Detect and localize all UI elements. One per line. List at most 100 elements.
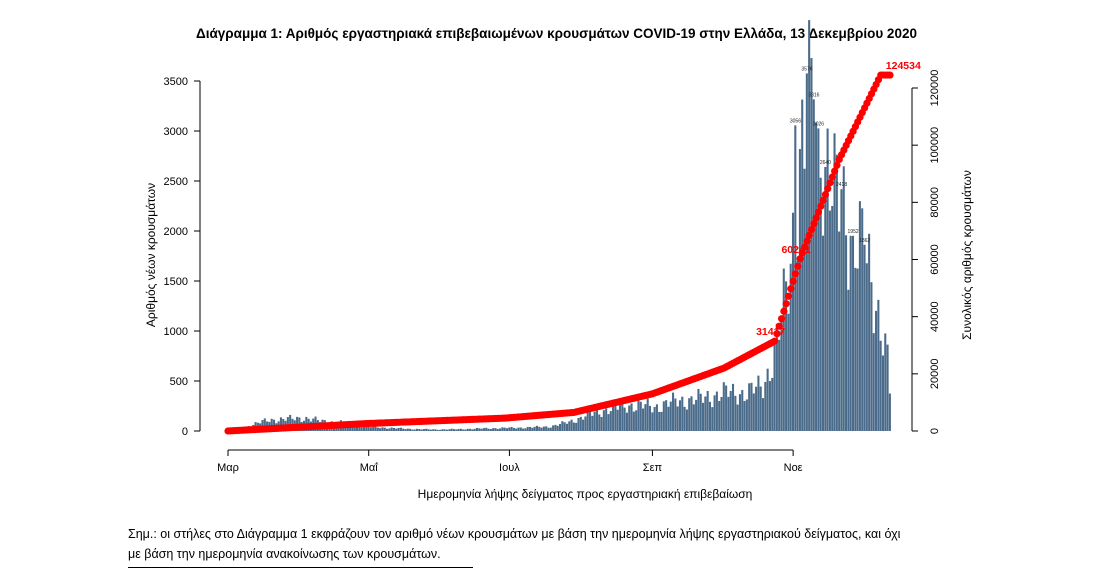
- daily-bar: [399, 427, 402, 431]
- daily-bar: [489, 429, 492, 431]
- daily-bar: [612, 402, 615, 431]
- daily-bar: [632, 411, 635, 431]
- daily-bar: [801, 99, 804, 432]
- daily-bar: [729, 390, 732, 431]
- daily-bar: [713, 395, 716, 431]
- daily-bar: [715, 391, 718, 431]
- daily-bar: [630, 403, 633, 431]
- chart-title: Διάγραμμα 1: Αριθμός εργαστηριακά επιβεβ…: [196, 26, 917, 41]
- daily-bar: [386, 428, 389, 431]
- daily-bar: [598, 414, 601, 431]
- daily-bar: [861, 208, 864, 431]
- daily-bar: [549, 427, 552, 431]
- daily-bar: [261, 420, 264, 431]
- daily-bar: [856, 268, 859, 431]
- daily-bar: [778, 339, 781, 431]
- daily-bar: [395, 428, 398, 431]
- daily-bar: [805, 73, 808, 432]
- x-tick-label: Μαΐ: [360, 462, 379, 474]
- daily-bar: [397, 428, 400, 431]
- daily-bar: [379, 428, 382, 431]
- daily-bar: [727, 396, 730, 431]
- daily-bar: [718, 401, 721, 431]
- daily-bar: [535, 425, 539, 431]
- daily-bar: [524, 428, 527, 431]
- daily-bar: [699, 393, 702, 431]
- daily-bar: [579, 416, 582, 431]
- daily-bar: [505, 428, 509, 431]
- daily-bar: [499, 428, 502, 431]
- daily-bar: [450, 428, 453, 431]
- y-right-tick-label: 120000: [929, 70, 941, 107]
- cumulative-point: [780, 307, 788, 315]
- daily-bar: [741, 390, 744, 431]
- daily-bar: [745, 399, 748, 431]
- daily-bar: [722, 382, 725, 431]
- daily-bar: [725, 385, 728, 431]
- daily-bar: [653, 407, 656, 431]
- daily-bar: [358, 425, 361, 431]
- daily-bar: [780, 317, 783, 431]
- daily-bar: [556, 425, 559, 431]
- daily-bar: [808, 20, 811, 431]
- daily-bar: [600, 416, 603, 431]
- daily-bar: [794, 125, 797, 432]
- cumulative-point: [771, 337, 779, 345]
- daily-bar: [704, 396, 707, 431]
- x-tick-label: Ιουλ: [499, 462, 520, 474]
- cumulative-point: [810, 220, 818, 228]
- daily-bar: [388, 428, 391, 431]
- daily-bar: [575, 422, 578, 431]
- y-right-tick-label: 0: [929, 428, 941, 434]
- daily-bar: [828, 210, 831, 431]
- daily-bar: [445, 429, 449, 431]
- cumulative-point: [787, 285, 795, 293]
- daily-bar: [538, 426, 541, 431]
- daily-bar: [503, 427, 506, 431]
- daily-bar: [628, 405, 631, 431]
- cumulative-point: [819, 196, 827, 204]
- daily-bar: [854, 267, 857, 431]
- daily-bar: [674, 398, 677, 431]
- daily-bar: [863, 244, 866, 431]
- daily-bar: [826, 128, 829, 432]
- daily-bar: [884, 333, 887, 431]
- daily-bar: [720, 396, 723, 431]
- daily-bar: [561, 421, 564, 431]
- daily-cases-bars: [226, 20, 891, 432]
- daily-bar: [374, 426, 377, 431]
- daily-bar: [478, 428, 481, 431]
- daily-bar: [369, 427, 372, 431]
- daily-bar: [471, 429, 474, 431]
- daily-bar: [457, 428, 460, 431]
- daily-bar: [565, 423, 568, 431]
- daily-bar: [475, 427, 479, 431]
- daily-bar: [356, 424, 359, 431]
- daily-bar: [815, 122, 818, 431]
- daily-bar: [625, 412, 628, 431]
- daily-bar: [736, 404, 739, 431]
- cumulative-point: [886, 71, 894, 79]
- daily-bar: [824, 167, 827, 431]
- daily-bar: [531, 427, 534, 431]
- daily-bar: [706, 391, 709, 431]
- daily-bar: [459, 428, 462, 431]
- daily-bar: [748, 383, 751, 431]
- daily-bar: [526, 426, 529, 431]
- cumulative-point: [801, 243, 809, 251]
- cumulative-point: [826, 179, 834, 187]
- daily-bar: [791, 212, 795, 431]
- daily-bar: [618, 404, 622, 431]
- daily-bar: [840, 189, 843, 431]
- bar-value-label: 3056: [790, 118, 801, 124]
- y-right-tick-label: 100000: [929, 127, 941, 164]
- daily-bar: [515, 428, 518, 431]
- y-axis-left-label: Αριθμός νέων κρουσμάτων: [144, 183, 158, 327]
- axes: 0 500 1000 1500 2000 2500 3000 3500 0 20000 40000 6…: [164, 70, 941, 474]
- bar-value-label: 3316: [808, 92, 819, 98]
- daily-bar: [868, 233, 871, 431]
- daily-bar: [667, 406, 670, 431]
- daily-bar: [351, 425, 354, 431]
